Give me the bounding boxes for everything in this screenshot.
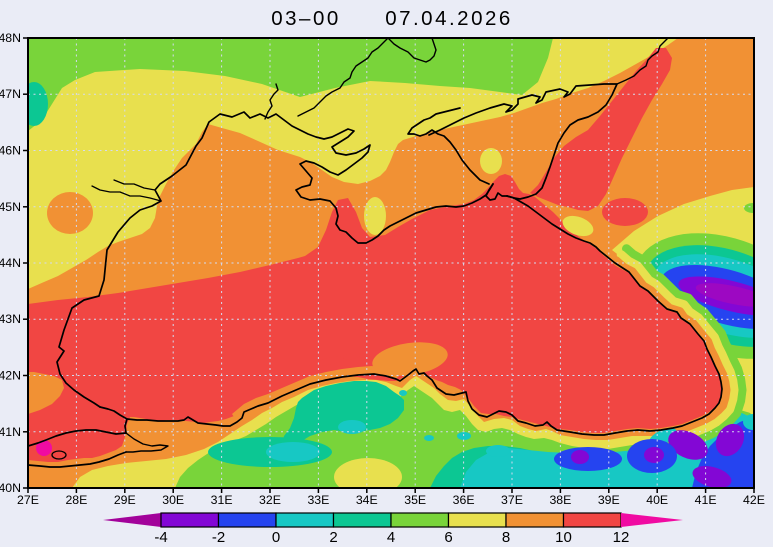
- svg-text:38E: 38E: [549, 493, 571, 507]
- svg-text:46N: 46N: [0, 144, 21, 158]
- svg-text:45N: 45N: [0, 200, 21, 214]
- svg-text:8: 8: [502, 529, 510, 546]
- svg-text:0: 0: [272, 529, 280, 546]
- svg-text:37E: 37E: [501, 493, 523, 507]
- svg-text:40N: 40N: [0, 481, 21, 495]
- svg-text:2: 2: [329, 529, 337, 546]
- svg-text:48N: 48N: [0, 31, 21, 45]
- svg-text:43N: 43N: [0, 312, 21, 326]
- svg-text:27E: 27E: [17, 493, 39, 507]
- svg-text:31E: 31E: [211, 493, 233, 507]
- svg-text:-4: -4: [154, 529, 167, 546]
- svg-text:34E: 34E: [356, 493, 378, 507]
- svg-text:47N: 47N: [0, 87, 21, 101]
- svg-text:44N: 44N: [0, 256, 21, 270]
- svg-text:30E: 30E: [162, 493, 184, 507]
- svg-text:35E: 35E: [404, 493, 426, 507]
- svg-text:6: 6: [444, 529, 452, 546]
- svg-text:41N: 41N: [0, 425, 21, 439]
- svg-text:41E: 41E: [695, 493, 717, 507]
- svg-text:4: 4: [387, 529, 395, 546]
- svg-text:28E: 28E: [65, 493, 87, 507]
- svg-text:-2: -2: [212, 529, 225, 546]
- svg-text:36E: 36E: [453, 493, 475, 507]
- svg-text:12: 12: [613, 529, 630, 546]
- svg-text:07.04.2026: 07.04.2026: [385, 7, 513, 30]
- svg-text:39E: 39E: [598, 493, 620, 507]
- svg-text:42E: 42E: [743, 493, 765, 507]
- svg-text:32E: 32E: [259, 493, 281, 507]
- svg-text:29E: 29E: [114, 493, 136, 507]
- svg-text:03–00: 03–00: [271, 7, 341, 30]
- svg-text:10: 10: [555, 529, 572, 546]
- svg-text:33E: 33E: [307, 493, 329, 507]
- svg-text:40E: 40E: [646, 493, 668, 507]
- svg-text:42N: 42N: [0, 369, 21, 383]
